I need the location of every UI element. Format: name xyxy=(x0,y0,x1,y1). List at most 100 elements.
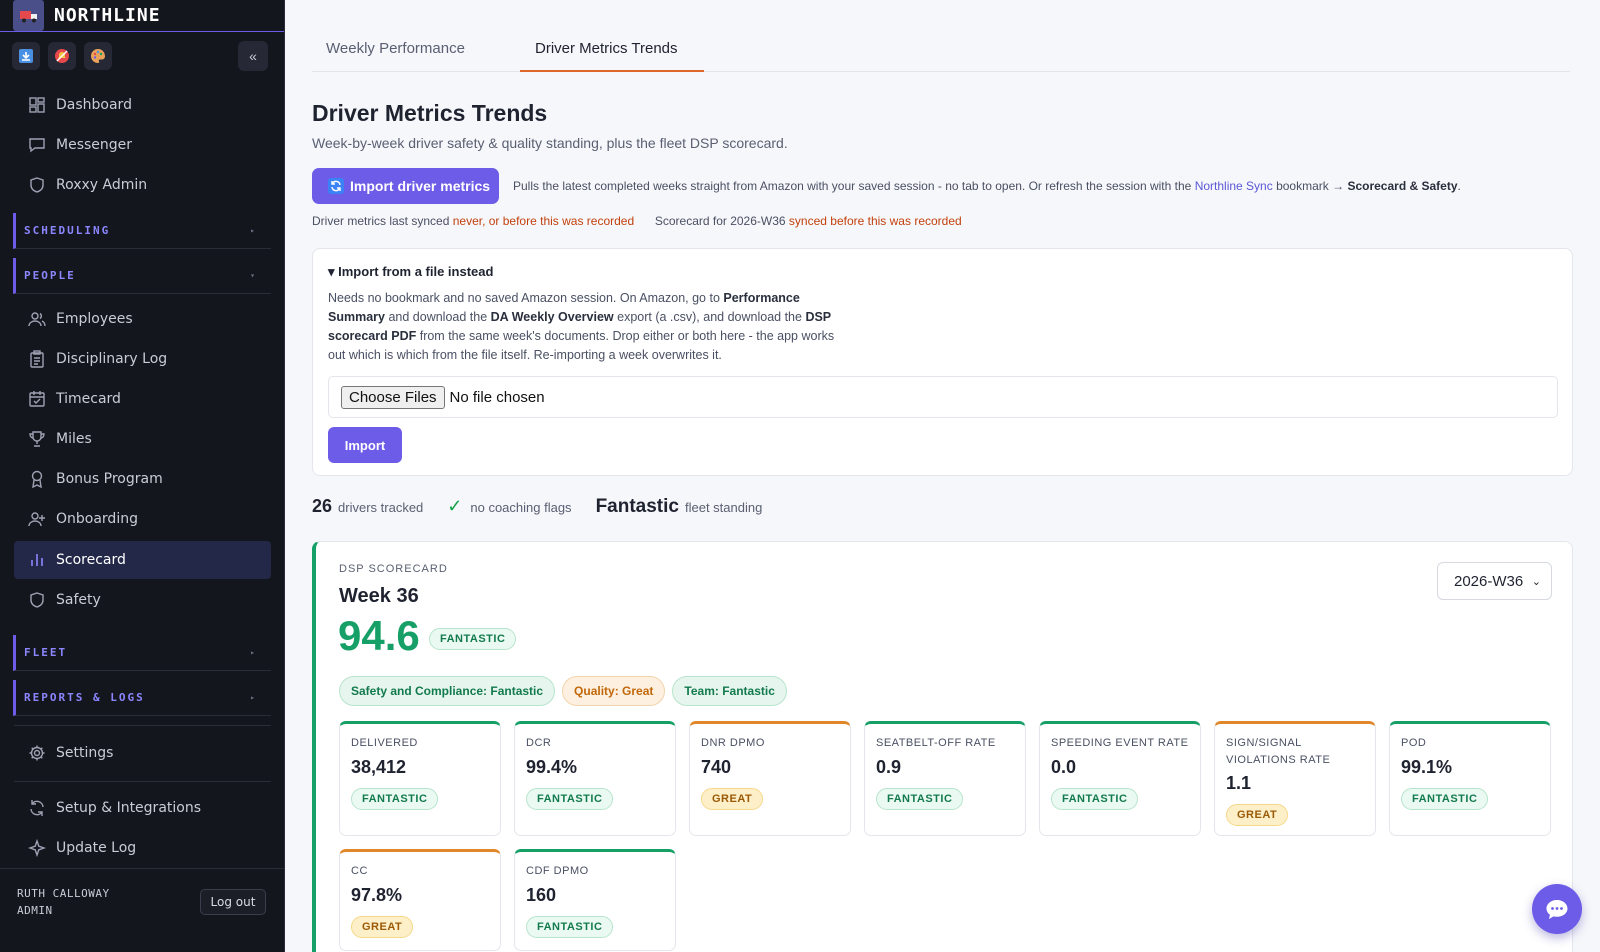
logout-button[interactable]: Log out xyxy=(200,889,266,915)
metric-label: DELIVERED xyxy=(351,737,418,749)
award-icon xyxy=(31,470,43,488)
sidebar-item-messenger[interactable]: Messenger xyxy=(14,126,271,164)
sidebar-item-label: Roxxy Admin xyxy=(56,177,148,193)
sidebar-item-label: Messenger xyxy=(56,137,133,153)
northline-sync-link[interactable]: Northline Sync xyxy=(1194,179,1273,193)
sidebar-item-settings[interactable]: Settings xyxy=(14,734,271,772)
metric-value: 97.8% xyxy=(351,885,403,905)
user-plus-icon xyxy=(28,512,45,527)
sidebar-item-setup-integrations[interactable]: Setup & Integrations xyxy=(14,789,271,827)
instruction-bold: DA Weekly Overview xyxy=(490,310,614,324)
category-pills: Safety and Compliance: Fantastic Quality… xyxy=(339,676,794,706)
metric-value: 99.4% xyxy=(526,757,578,777)
metric-tier-badge: FANTASTIC xyxy=(526,916,614,938)
sidebar-item-label: Update Log xyxy=(56,840,137,856)
import-driver-metrics-label: Import driver metrics xyxy=(350,178,491,194)
user-role: ADMIN xyxy=(17,904,53,917)
metric-label: CC xyxy=(351,865,368,877)
tab-weekly-performance[interactable]: Weekly Performance xyxy=(326,40,465,57)
sidebar-item-update-log[interactable]: Update Log xyxy=(14,829,271,867)
metrics-sync-label: Driver metrics last synced xyxy=(312,214,450,228)
sidebar-toolbar: « xyxy=(12,40,268,72)
metric-card-dcr: DCR 99.4% FANTASTIC xyxy=(514,721,676,836)
palette-icon[interactable] xyxy=(84,42,112,70)
sidebar-item-label: Timecard xyxy=(56,391,121,407)
dsp-scorecard: DSP SCORECARD Week 36 94.6 FANTASTIC 202… xyxy=(312,541,1573,952)
truck-logo-icon xyxy=(13,0,44,31)
sidebar-item-label: Safety xyxy=(56,592,101,608)
sidebar-item-dashboard[interactable]: Dashboard xyxy=(14,86,271,124)
sidebar-section-people[interactable]: PEOPLE ▾ xyxy=(13,258,271,294)
sidebar-item-onboarding[interactable]: Onboarding xyxy=(14,500,271,538)
metric-value: 160 xyxy=(526,885,557,905)
shield-icon xyxy=(30,592,44,608)
sidebar-section-scheduling[interactable]: SCHEDULING ▸ xyxy=(13,213,271,249)
mute-notifications-icon[interactable] xyxy=(48,42,76,70)
metric-card-delivered: DELIVERED 38,412 FANTASTIC xyxy=(339,721,501,836)
download-icon[interactable] xyxy=(12,42,40,70)
fleet-standing-value: Fantastic xyxy=(595,496,679,517)
import-note-text: Pulls the latest completed weeks straigh… xyxy=(513,179,1192,193)
collapse-sidebar-button[interactable]: « xyxy=(238,41,268,71)
metric-card-sign-signal-violations-rate: SIGN/SIGNAL VIOLATIONS RATE 1.1 GREAT xyxy=(1214,721,1376,836)
sidebar-item-safety[interactable]: Safety xyxy=(14,581,271,619)
metric-card-speeding-event-rate: SPEEDING EVENT RATE 0.0 FANTASTIC xyxy=(1039,721,1201,836)
file-input[interactable]: Choose Files No file chosen xyxy=(328,376,1558,418)
bar-chart-icon xyxy=(31,554,43,566)
sidebar-item-timecard[interactable]: Timecard xyxy=(14,380,271,418)
section-label: REPORTS & LOGS xyxy=(24,691,145,704)
brand-name: NORTHLINE xyxy=(54,5,161,26)
page-subtitle: Week-by-week driver safety & quality sta… xyxy=(312,135,788,151)
chat-support-button[interactable] xyxy=(1532,884,1582,934)
metric-card-cdf-dpmo: CDF DPMO 160 FANTASTIC xyxy=(514,849,676,951)
section-label: SCHEDULING xyxy=(24,224,111,237)
instruction-text: from the same week's documents. Drop eit… xyxy=(328,329,835,362)
overall-tier-badge: FANTASTIC xyxy=(429,628,517,650)
metric-tier-badge: FANTASTIC xyxy=(351,788,439,810)
metric-value: 740 xyxy=(701,757,732,777)
import-note-text: . xyxy=(1457,179,1461,193)
sidebar-item-label: Bonus Program xyxy=(56,471,163,487)
category-pill: Quality: Great xyxy=(562,676,666,706)
file-import-panel: ▾ Import from a file instead Needs no bo… xyxy=(312,248,1573,476)
chevron-right-icon: ▸ xyxy=(250,648,257,657)
scorecard-sync-label: Scorecard for 2026-W36 xyxy=(654,214,786,228)
shield-icon xyxy=(30,177,44,193)
chevron-down-icon: ▾ xyxy=(250,271,257,280)
import-note: Pulls the latest completed weeks straigh… xyxy=(513,179,1461,193)
sidebar-item-scorecard[interactable]: Scorecard xyxy=(14,541,271,579)
sidebar-item-disciplinary-log[interactable]: Disciplinary Log xyxy=(14,340,271,378)
sidebar-item-miles[interactable]: Miles xyxy=(14,420,271,458)
file-status: No file chosen xyxy=(449,388,545,406)
import-file-button[interactable]: Import xyxy=(328,427,402,463)
import-driver-metrics-button[interactable]: Import driver metrics xyxy=(312,168,499,204)
tab-driver-metrics-trends[interactable]: Driver Metrics Trends xyxy=(535,40,678,57)
brand[interactable]: NORTHLINE xyxy=(0,0,284,32)
sidebar-section-fleet[interactable]: FLEET ▸ xyxy=(13,635,271,671)
calendar-check-icon xyxy=(29,391,45,407)
metric-tier-badge: GREAT xyxy=(1226,804,1289,826)
divider xyxy=(14,781,271,782)
sidebar-section-reports-logs[interactable]: REPORTS & LOGS ▸ xyxy=(13,680,271,716)
sidebar-item-label: Dashboard xyxy=(56,97,132,113)
drivers-count: 26 xyxy=(312,496,333,516)
sidebar-item-label: Employees xyxy=(56,311,133,327)
sidebar-item-employees[interactable]: Employees xyxy=(14,300,271,338)
file-import-toggle[interactable]: ▾ Import from a file instead xyxy=(328,264,494,279)
metric-tier-badge: FANTASTIC xyxy=(1051,788,1139,810)
sidebar-item-roxxy-admin[interactable]: Roxxy Admin xyxy=(14,166,271,204)
metric-card-dnr-dpmo: DNR DPMO 740 GREAT xyxy=(689,721,851,836)
choose-files-button[interactable]: Choose Files xyxy=(341,385,445,409)
instruction-text: export (a .csv), and download the xyxy=(617,310,802,324)
metric-label: DCR xyxy=(526,737,552,749)
import-note-text: bookmark → xyxy=(1276,179,1345,193)
main-content: Weekly Performance Driver Metrics Trends… xyxy=(286,0,1600,952)
refresh-icon xyxy=(328,178,344,194)
tab-bar: Weekly Performance Driver Metrics Trends xyxy=(312,30,1570,72)
clipboard-icon xyxy=(30,350,44,368)
drivers-label: drivers tracked xyxy=(338,500,424,515)
metric-tier-badge: GREAT xyxy=(351,916,414,938)
week-select[interactable]: 2026-W36 ⌄ xyxy=(1437,562,1552,600)
active-tab-indicator xyxy=(520,70,704,72)
sidebar-item-bonus-program[interactable]: Bonus Program xyxy=(14,460,271,498)
